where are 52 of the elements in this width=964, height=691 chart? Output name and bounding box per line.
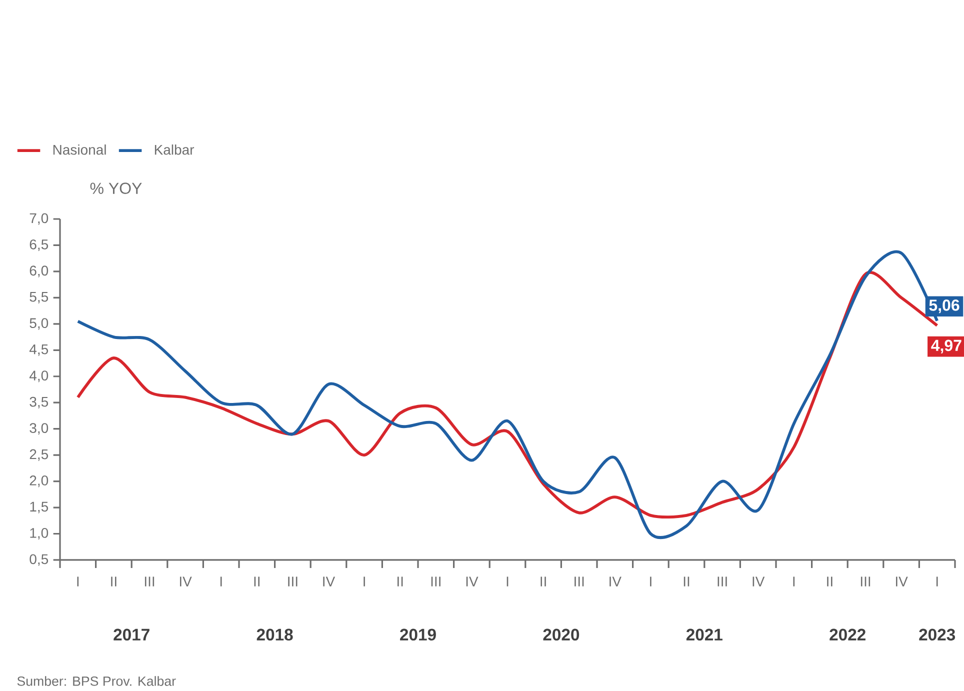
x-tick-label: II xyxy=(111,576,116,586)
y-tick-label: 3,0 xyxy=(30,423,48,435)
x-tick-label: I xyxy=(936,576,938,586)
text: 2022 xyxy=(830,628,866,641)
text: 2017 xyxy=(114,628,150,641)
x-tick-label: III xyxy=(431,576,440,586)
text: 2019 xyxy=(400,628,436,641)
text: 2020 xyxy=(543,628,580,641)
data-label: 4,97 xyxy=(931,340,962,354)
x-tick-label: IV xyxy=(180,576,192,586)
y-tick-label: 0,5 xyxy=(30,554,48,566)
y-tick-label: 6,5 xyxy=(30,239,48,252)
x-tick-label: I xyxy=(77,576,79,586)
y-tick-label: 5,5 xyxy=(30,292,48,304)
legend-label: Nasional xyxy=(53,144,106,155)
x-tick-label: I xyxy=(506,576,508,586)
y-tick-label: 1,5 xyxy=(30,502,48,514)
text: 2018 xyxy=(256,628,293,641)
y-tick-label: 4,5 xyxy=(29,344,48,356)
x-tick-label: II xyxy=(254,576,260,586)
y-axis-title: % YOY xyxy=(90,182,142,194)
text: 2023 xyxy=(919,628,956,641)
y-tick-label: 1,0 xyxy=(30,528,48,540)
x-tick-label: II xyxy=(398,576,403,586)
x-tick-label: III xyxy=(144,576,154,586)
data-label: 5,06 xyxy=(929,300,960,314)
x-tick-label: III xyxy=(574,576,584,586)
x-tick-label: IV xyxy=(896,576,908,586)
y-tick-label: 2,5 xyxy=(30,449,48,461)
x-tick-label: I xyxy=(793,576,795,586)
x-tick-label: II xyxy=(827,576,832,586)
x-tick-label: I xyxy=(220,576,222,586)
y-tick-label: 5,0 xyxy=(30,318,48,330)
y-tick-label: 7,0 xyxy=(30,213,48,225)
x-tick-label: IV xyxy=(466,576,478,586)
text: 2021 xyxy=(686,628,722,641)
legend-label: Kalbar xyxy=(154,144,194,155)
x-tick-label: III xyxy=(860,576,870,586)
x-tick-label: III xyxy=(718,576,727,586)
x-tick-label: II xyxy=(540,576,546,586)
x-tick-label: I xyxy=(650,576,652,586)
x-tick-label: IV xyxy=(610,576,622,586)
x-tick-label: IV xyxy=(752,576,765,586)
y-tick-label: 4,0 xyxy=(29,370,48,382)
y-tick-label: 3,5 xyxy=(30,396,48,408)
y-tick-label: 2,0 xyxy=(30,476,48,488)
y-tick-label: 6,0 xyxy=(30,266,48,278)
x-tick-label: II xyxy=(684,576,690,586)
text: Sumber: BPS Prov. Kalbar xyxy=(17,676,176,686)
x-tick-label: IV xyxy=(323,576,336,586)
x-tick-label: III xyxy=(288,576,298,586)
x-tick-label: I xyxy=(364,576,365,586)
